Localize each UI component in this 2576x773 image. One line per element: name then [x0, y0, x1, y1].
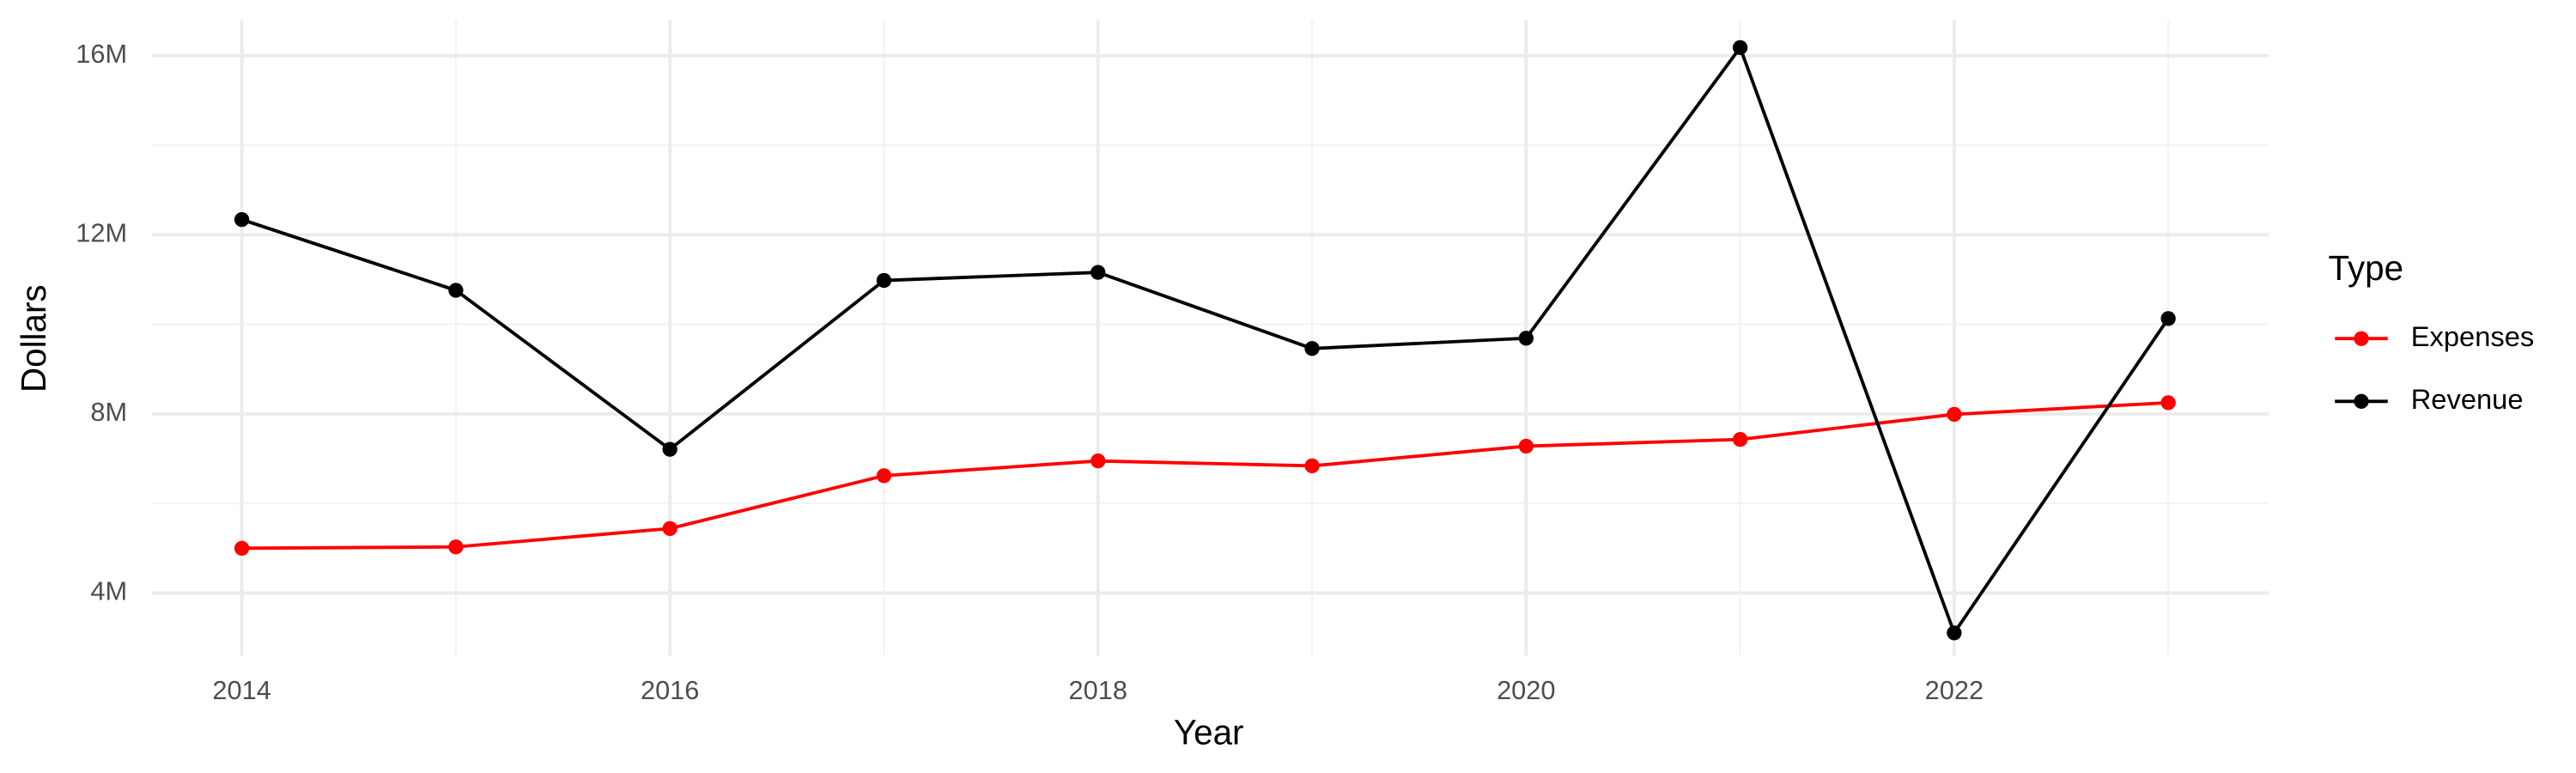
x-axis-label: Year	[1174, 712, 1244, 752]
legend-label: Expenses	[2411, 320, 2535, 352]
y-tick-label: 8M	[90, 397, 127, 427]
data-point	[1091, 453, 1106, 469]
x-tick-label: 2022	[1925, 675, 1984, 705]
data-point	[1304, 458, 1320, 474]
data-point	[876, 272, 892, 289]
data-point	[2160, 395, 2176, 411]
x-tick-label: 2020	[1497, 675, 1555, 705]
series-line	[241, 400, 2169, 551]
x-tick-label: 2014	[212, 675, 270, 705]
data-point	[2160, 311, 2176, 326]
data-point	[1304, 341, 1320, 356]
data-point	[1518, 438, 1534, 454]
data-point	[876, 468, 892, 484]
data-point	[662, 441, 677, 457]
data-point	[662, 520, 677, 537]
x-tick-label: 2016	[641, 675, 699, 705]
data-point	[1518, 331, 1534, 346]
y-axis-label: Dollars	[14, 284, 53, 393]
data-point	[448, 539, 464, 555]
data-point	[234, 211, 250, 228]
y-tick-label: 16M	[76, 39, 127, 69]
legend-key-point	[2354, 393, 2369, 409]
y-tick-label: 12M	[76, 217, 127, 247]
data-point	[1732, 40, 1748, 56]
legend-title: Type	[2329, 248, 2404, 288]
y-tick-label: 4M	[90, 576, 127, 606]
data-point	[1947, 406, 1962, 423]
data-point	[448, 283, 464, 298]
series-line	[241, 44, 2170, 637]
data-point	[1732, 431, 1748, 447]
x-tick-label: 2018	[1069, 675, 1127, 705]
data-point	[1091, 265, 1106, 280]
legend-key-point	[2354, 331, 2369, 346]
data-point	[234, 540, 250, 556]
legend-label: Revenue	[2411, 383, 2524, 415]
data-point	[1947, 625, 1962, 641]
